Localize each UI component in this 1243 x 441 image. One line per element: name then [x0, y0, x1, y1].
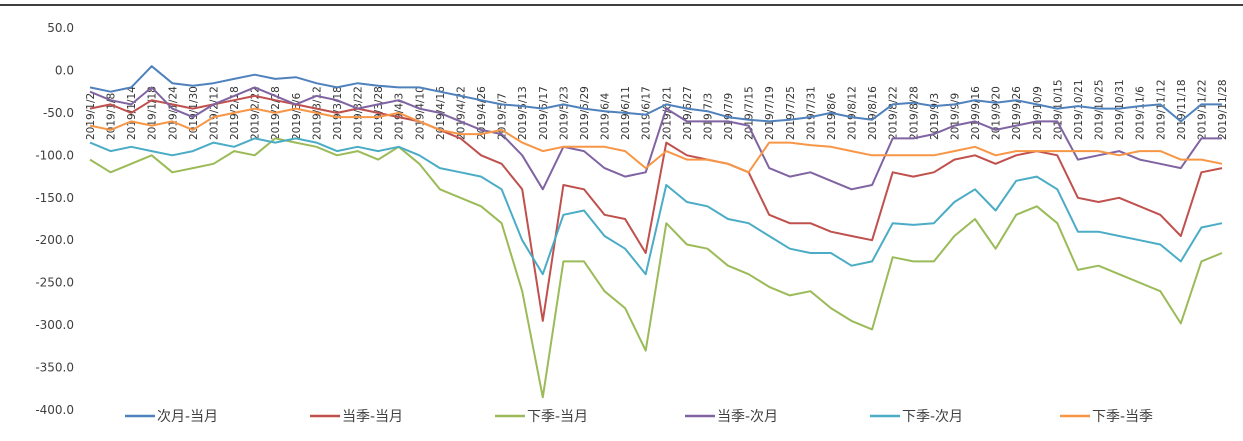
x-tick-label: 2019/4/22	[455, 86, 467, 140]
x-tick-label: 2019/4/10	[414, 86, 426, 140]
x-tick-label: 2019/3/22	[353, 86, 365, 140]
x-tick-label: 2019/7/25	[785, 86, 797, 140]
x-tick-label: 2019/2/22	[250, 86, 262, 140]
x-tick-label: 2019/1/2	[85, 93, 97, 140]
series-line	[89, 65, 1222, 123]
x-tick-label: 2019/1/24	[167, 86, 179, 140]
x-tick-label: 2019/9/16	[970, 86, 982, 140]
x-tick-label: 2019/11/28	[1217, 79, 1229, 140]
series-line	[89, 137, 1223, 276]
y-tick-label: -400.0	[35, 403, 74, 417]
x-tick-label: 2019/6/27	[682, 86, 694, 140]
x-tick-label: 2019/9/3	[929, 93, 941, 140]
x-tick-label: 2019/10/15	[1052, 79, 1064, 140]
legend-label: 次月-当月	[157, 409, 218, 425]
x-tick-label: 2019/5/29	[579, 86, 591, 140]
legend-label: 下季-次月	[902, 409, 963, 425]
x-tick-label: 2019/3/6	[291, 93, 303, 140]
y-tick-label: -100.0	[35, 148, 74, 162]
x-tick-label: 2019/11/18	[1176, 79, 1188, 140]
x-tick-label: 2019/10/21	[1073, 79, 1085, 140]
x-tick-label: 2019/8/16	[867, 86, 879, 140]
x-tick-label: 2019/10/25	[1094, 79, 1106, 140]
x-tick-label: 2019/7/15	[744, 86, 756, 140]
x-tick-label: 2019/8/6	[826, 93, 838, 140]
x-tick-label: 2019/10/31	[1114, 79, 1126, 140]
x-tick-label: 2019/8/12	[847, 86, 859, 140]
x-tick-label: 2019/9/20	[991, 86, 1003, 140]
legend-label: 下季-当月	[527, 409, 588, 425]
y-tick-label: -350.0	[35, 361, 74, 375]
x-tick-label: 2019/8/28	[908, 86, 920, 140]
legend-item: 下季-当月	[495, 409, 588, 425]
x-tick-label: 2019/7/3	[702, 93, 714, 140]
x-tick-label: 2019/7/31	[805, 86, 817, 140]
y-tick-label: -150.0	[35, 191, 74, 205]
legend-label: 下季-当季	[1092, 409, 1153, 425]
legend-item: 下季-次月	[870, 409, 963, 425]
y-tick-label: 50.0	[47, 21, 74, 35]
x-tick-label: 2019/11/22	[1196, 79, 1208, 140]
x-tick-label: 2019/2/12	[208, 86, 220, 140]
x-tick-label: 2019/1/18	[147, 86, 159, 140]
legend-item: 次月-当月	[125, 409, 218, 425]
series-line	[89, 86, 1222, 191]
x-tick-label: 2019/5/13	[517, 86, 529, 140]
legend-label: 当季-当月	[342, 409, 403, 425]
y-tick-label: -300.0	[35, 318, 74, 332]
x-tick-label: 2019/5/17	[538, 86, 550, 140]
x-tick-label: 2019/6/4	[600, 93, 612, 140]
legend-item: 当季-次月	[685, 409, 778, 425]
x-tick-label: 2019/10/9	[1032, 86, 1044, 140]
x-tick-label: 2019/9/26	[1011, 86, 1023, 140]
y-tick-label: -200.0	[35, 233, 74, 247]
x-tick-label: 2019/5/23	[558, 86, 570, 140]
series-line	[89, 107, 1223, 174]
x-tick-label: 2019/11/6	[1135, 86, 1147, 140]
x-tick-label: 2019/11/12	[1155, 79, 1167, 140]
x-tick-label: 2019/6/21	[661, 86, 673, 140]
legend-item: 当季-当月	[310, 409, 403, 425]
y-tick-label: -250.0	[35, 276, 74, 290]
legend-item: 下季-当季	[1060, 409, 1153, 425]
x-tick-label: 2019/9/9	[949, 93, 961, 140]
series-line	[89, 137, 1223, 399]
y-tick-label: -50.0	[43, 106, 74, 120]
x-tick-label: 2019/8/22	[888, 86, 900, 140]
y-tick-label: 0.0	[55, 63, 74, 77]
x-tick-label: 2019/7/19	[764, 86, 776, 140]
legend-label: 当季-次月	[717, 409, 778, 425]
